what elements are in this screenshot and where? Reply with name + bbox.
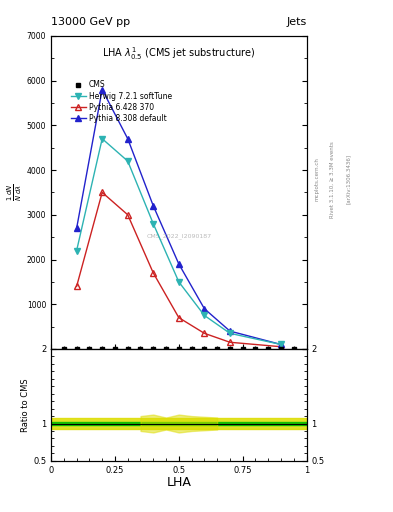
Legend: CMS, Herwig 7.2.1 softTune, Pythia 6.428 370, Pythia 8.308 default: CMS, Herwig 7.2.1 softTune, Pythia 6.428…: [68, 77, 175, 126]
Herwig 7.2.1 softTune: [202, 312, 207, 318]
Y-axis label: Ratio to CMS: Ratio to CMS: [21, 378, 30, 432]
CMS: [138, 346, 143, 352]
Text: Jets: Jets: [286, 16, 307, 27]
Pythia 6.428 370: [279, 344, 283, 350]
CMS: [62, 346, 66, 352]
Line: Herwig 7.2.1 softTune: Herwig 7.2.1 softTune: [74, 136, 284, 347]
Herwig 7.2.1 softTune: [279, 342, 283, 348]
Line: Pythia 6.428 370: Pythia 6.428 370: [74, 189, 284, 350]
Pythia 6.428 370: [125, 211, 130, 218]
CMS: [151, 346, 156, 352]
Text: [arXiv:1306.3436]: [arXiv:1306.3436]: [346, 154, 351, 204]
Line: Pythia 8.308 default: Pythia 8.308 default: [74, 87, 284, 347]
Text: LHA $\lambda^{1}_{0.5}$ (CMS jet substructure): LHA $\lambda^{1}_{0.5}$ (CMS jet substru…: [102, 45, 255, 62]
Pythia 6.428 370: [151, 270, 156, 276]
Text: mcplots.cern.ch: mcplots.cern.ch: [314, 157, 320, 201]
Pythia 6.428 370: [228, 339, 232, 345]
Line: CMS: CMS: [62, 347, 296, 351]
X-axis label: LHA: LHA: [166, 476, 191, 489]
Pythia 8.308 default: [202, 306, 207, 312]
Pythia 8.308 default: [279, 342, 283, 348]
CMS: [74, 346, 79, 352]
CMS: [125, 346, 130, 352]
CMS: [176, 346, 181, 352]
Text: CMS_2022_I2090187: CMS_2022_I2090187: [146, 233, 211, 239]
Pythia 8.308 default: [74, 225, 79, 231]
Pythia 6.428 370: [202, 330, 207, 336]
Pythia 8.308 default: [100, 87, 105, 93]
Pythia 6.428 370: [176, 314, 181, 321]
CMS: [202, 346, 207, 352]
CMS: [292, 346, 296, 352]
CMS: [164, 346, 169, 352]
Text: Rivet 3.1.10, ≥ 3.3M events: Rivet 3.1.10, ≥ 3.3M events: [330, 141, 335, 218]
Pythia 6.428 370: [100, 189, 105, 196]
Herwig 7.2.1 softTune: [125, 158, 130, 164]
Herwig 7.2.1 softTune: [74, 247, 79, 253]
CMS: [87, 346, 92, 352]
CMS: [100, 346, 105, 352]
Pythia 8.308 default: [151, 203, 156, 209]
Pythia 8.308 default: [228, 328, 232, 334]
Pythia 6.428 370: [74, 283, 79, 289]
CMS: [266, 346, 271, 352]
Herwig 7.2.1 softTune: [100, 136, 105, 142]
CMS: [215, 346, 220, 352]
CMS: [279, 346, 283, 352]
Y-axis label: $\frac{1}{N}\frac{dN}{d\lambda}$: $\frac{1}{N}\frac{dN}{d\lambda}$: [6, 183, 24, 201]
Pythia 8.308 default: [125, 136, 130, 142]
CMS: [228, 346, 232, 352]
CMS: [253, 346, 258, 352]
Herwig 7.2.1 softTune: [228, 330, 232, 336]
CMS: [189, 346, 194, 352]
CMS: [113, 346, 118, 352]
Herwig 7.2.1 softTune: [151, 221, 156, 227]
CMS: [241, 346, 245, 352]
Pythia 8.308 default: [176, 261, 181, 267]
Herwig 7.2.1 softTune: [176, 279, 181, 285]
Text: 13000 GeV pp: 13000 GeV pp: [51, 16, 130, 27]
